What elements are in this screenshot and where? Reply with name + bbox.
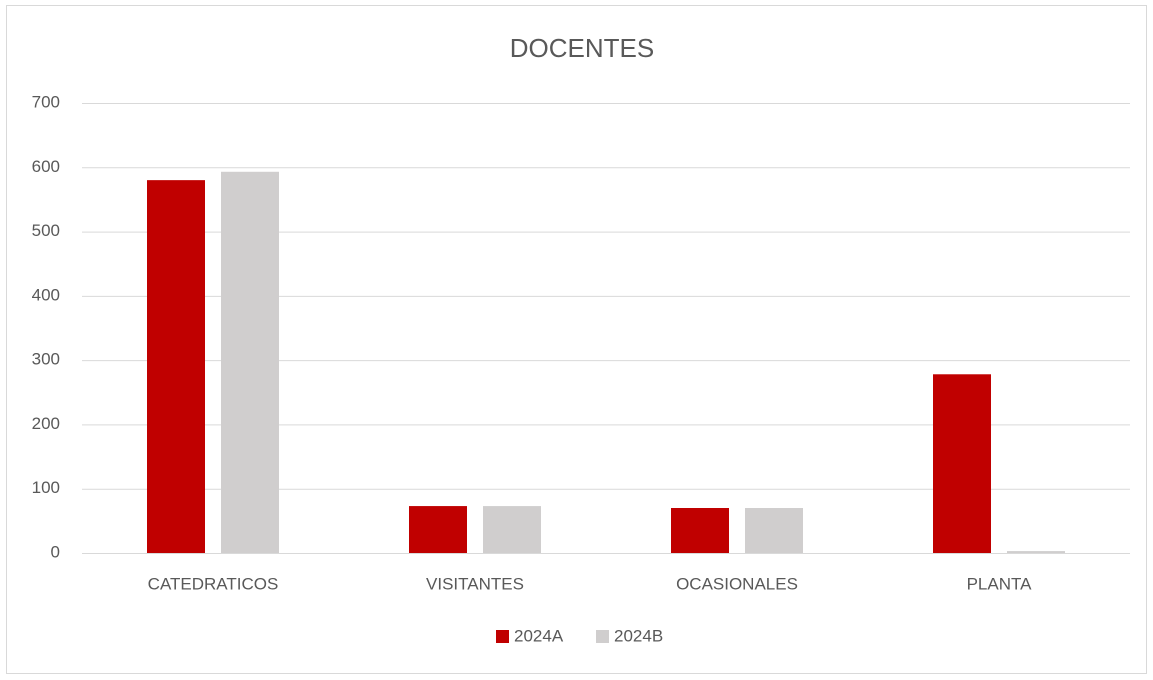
- y-tick-label: 200: [32, 414, 60, 433]
- legend-label: 2024A: [514, 626, 564, 645]
- y-tick-label: 400: [32, 285, 60, 304]
- bar: [147, 180, 205, 553]
- bar: [671, 508, 729, 553]
- y-tick-label: 0: [51, 542, 60, 561]
- x-tick-label: OCASIONALES: [676, 574, 798, 593]
- bar: [483, 506, 541, 553]
- y-tick-label: 700: [32, 92, 60, 111]
- bar: [933, 374, 991, 553]
- y-tick-label: 100: [32, 478, 60, 497]
- y-tick-label: 500: [32, 221, 60, 240]
- x-tick-label: VISITANTES: [426, 574, 524, 593]
- legend-swatch: [496, 630, 509, 643]
- chart-title: DOCENTES: [510, 33, 654, 63]
- bar: [745, 508, 803, 553]
- bar: [221, 171, 279, 554]
- bar: [409, 506, 467, 553]
- x-tick-label: CATEDRATICOS: [148, 574, 279, 593]
- y-tick-label: 600: [32, 157, 60, 176]
- y-tick-label: 300: [32, 350, 60, 369]
- legend-swatch: [596, 630, 609, 643]
- bar: [1007, 551, 1065, 553]
- legend-label: 2024B: [614, 626, 663, 645]
- x-tick-label: PLANTA: [967, 574, 1033, 593]
